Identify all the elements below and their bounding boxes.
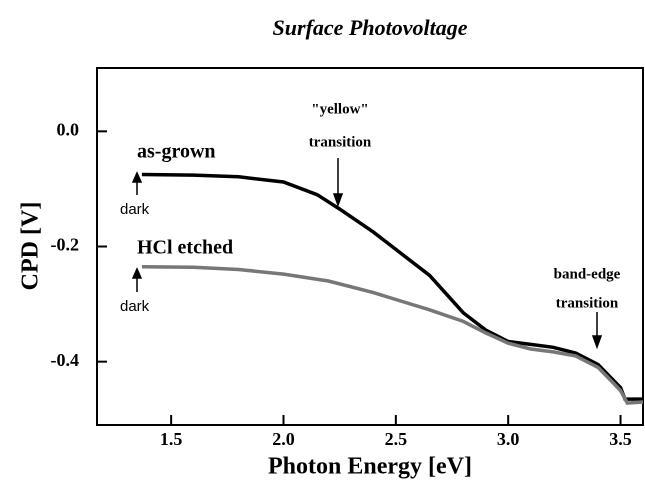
x-tick-label: 2.5 xyxy=(385,429,408,449)
arrow-head xyxy=(591,335,603,350)
x-tick-label: 3.5 xyxy=(609,429,632,449)
y-tick-label: -0.2 xyxy=(51,235,80,255)
series-line xyxy=(141,264,644,405)
annotation: transition xyxy=(556,295,619,311)
x-tick-label: 2.0 xyxy=(272,429,295,449)
series-label: HCl etched xyxy=(137,237,233,259)
annotation: dark xyxy=(120,298,150,315)
chart-title: Surface Photovoltage xyxy=(273,15,468,40)
annotation: band-edge xyxy=(554,266,621,282)
x-axis-label: Photon Energy [eV] xyxy=(268,454,472,480)
arrow-head xyxy=(332,193,344,208)
y-tick-label: 0.0 xyxy=(57,119,80,139)
arrows xyxy=(131,158,603,350)
annotation: dark xyxy=(120,201,150,218)
arrow-head xyxy=(131,267,143,279)
x-tick-label: 1.5 xyxy=(160,429,183,449)
arrow-head xyxy=(131,171,143,183)
annotation: transition xyxy=(309,134,372,150)
annotation: "yellow" xyxy=(311,101,368,117)
y-axis-label: CPD [V] xyxy=(18,202,44,291)
series-label: as-grown xyxy=(137,141,216,163)
x-tick-label: 3.0 xyxy=(497,429,520,449)
y-tick-label: -0.4 xyxy=(51,350,80,370)
series-line xyxy=(141,172,643,401)
